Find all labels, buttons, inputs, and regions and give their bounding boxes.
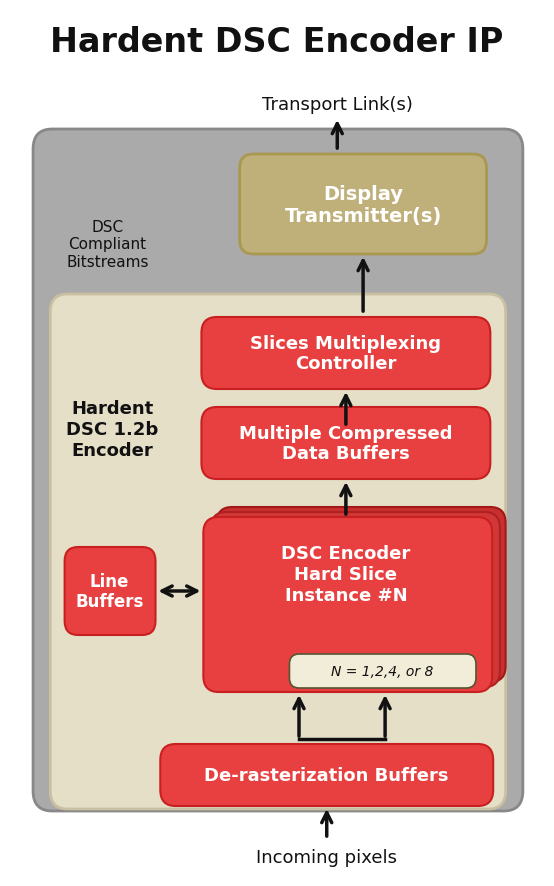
- Text: Line
Buffers: Line Buffers: [75, 572, 144, 610]
- Text: Slices Multiplexing
Controller: Slices Multiplexing Controller: [250, 334, 442, 373]
- Text: Multiple Compressed
Data Buffers: Multiple Compressed Data Buffers: [239, 424, 453, 462]
- FancyBboxPatch shape: [202, 318, 490, 390]
- FancyBboxPatch shape: [33, 130, 523, 811]
- Text: Transport Link(s): Transport Link(s): [262, 96, 413, 114]
- Text: Incoming pixels: Incoming pixels: [257, 848, 397, 866]
- Text: Hardent DSC Encoder IP: Hardent DSC Encoder IP: [50, 26, 504, 58]
- FancyBboxPatch shape: [240, 155, 486, 254]
- FancyBboxPatch shape: [203, 517, 493, 692]
- FancyBboxPatch shape: [211, 512, 500, 688]
- Text: Display
Transmitter(s): Display Transmitter(s): [284, 184, 442, 225]
- Text: Hardent
DSC 1.2b
Encoder: Hardent DSC 1.2b Encoder: [66, 400, 158, 459]
- FancyBboxPatch shape: [217, 508, 506, 682]
- FancyBboxPatch shape: [50, 295, 506, 809]
- FancyBboxPatch shape: [202, 408, 490, 479]
- FancyBboxPatch shape: [65, 548, 156, 635]
- Text: DSC Encoder
Hard Slice
Instance #N: DSC Encoder Hard Slice Instance #N: [281, 545, 411, 604]
- FancyBboxPatch shape: [160, 744, 493, 806]
- FancyBboxPatch shape: [289, 654, 476, 688]
- Text: De-rasterization Buffers: De-rasterization Buffers: [204, 766, 449, 784]
- Text: DSC
Compliant
Bitstreams: DSC Compliant Bitstreams: [66, 220, 149, 269]
- Text: N = 1,2,4, or 8: N = 1,2,4, or 8: [331, 664, 433, 679]
